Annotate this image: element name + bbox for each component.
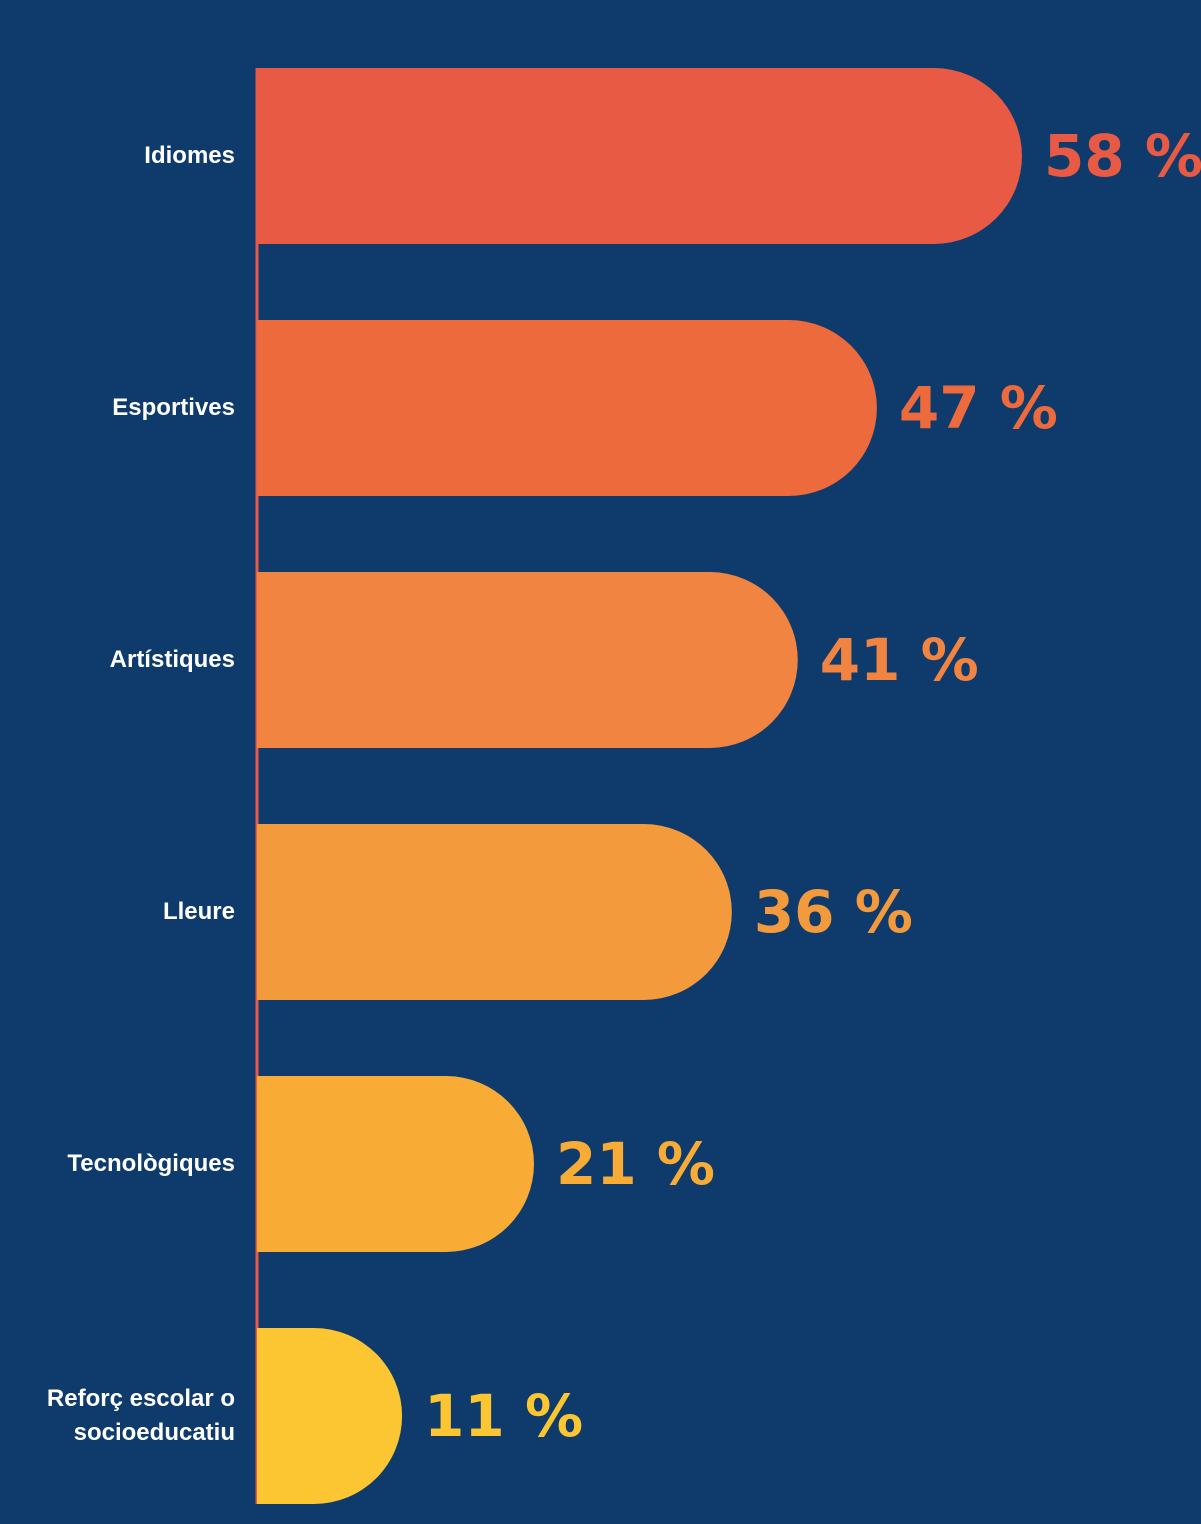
bar [257,1076,534,1252]
value-label: 41 % [820,626,979,694]
bar [257,320,877,496]
category-label: Reforç escolar o socioeducatiu [35,1382,235,1450]
category-label: Esportives [35,391,235,425]
value-label: 21 % [556,1130,715,1198]
bar [257,572,798,748]
bar [257,1328,402,1504]
category-label: Artístiques [35,643,235,677]
value-label: 58 % [1044,122,1201,190]
value-label: 36 % [754,878,913,946]
category-label: Idiomes [35,139,235,173]
bar [257,68,1022,244]
category-label: Tecnològiques [35,1147,235,1181]
bar [257,824,732,1000]
category-label: Lleure [35,895,235,929]
chart-canvas: 58 % 47 % 41 % 36 % 21 % 11 % [0,0,1201,1524]
value-label: 47 % [899,374,1058,442]
chart: 58 % 47 % 41 % 36 % 21 % 11 % Idiomes Esportiv… [0,0,1201,1524]
value-label: 11 % [424,1382,583,1450]
